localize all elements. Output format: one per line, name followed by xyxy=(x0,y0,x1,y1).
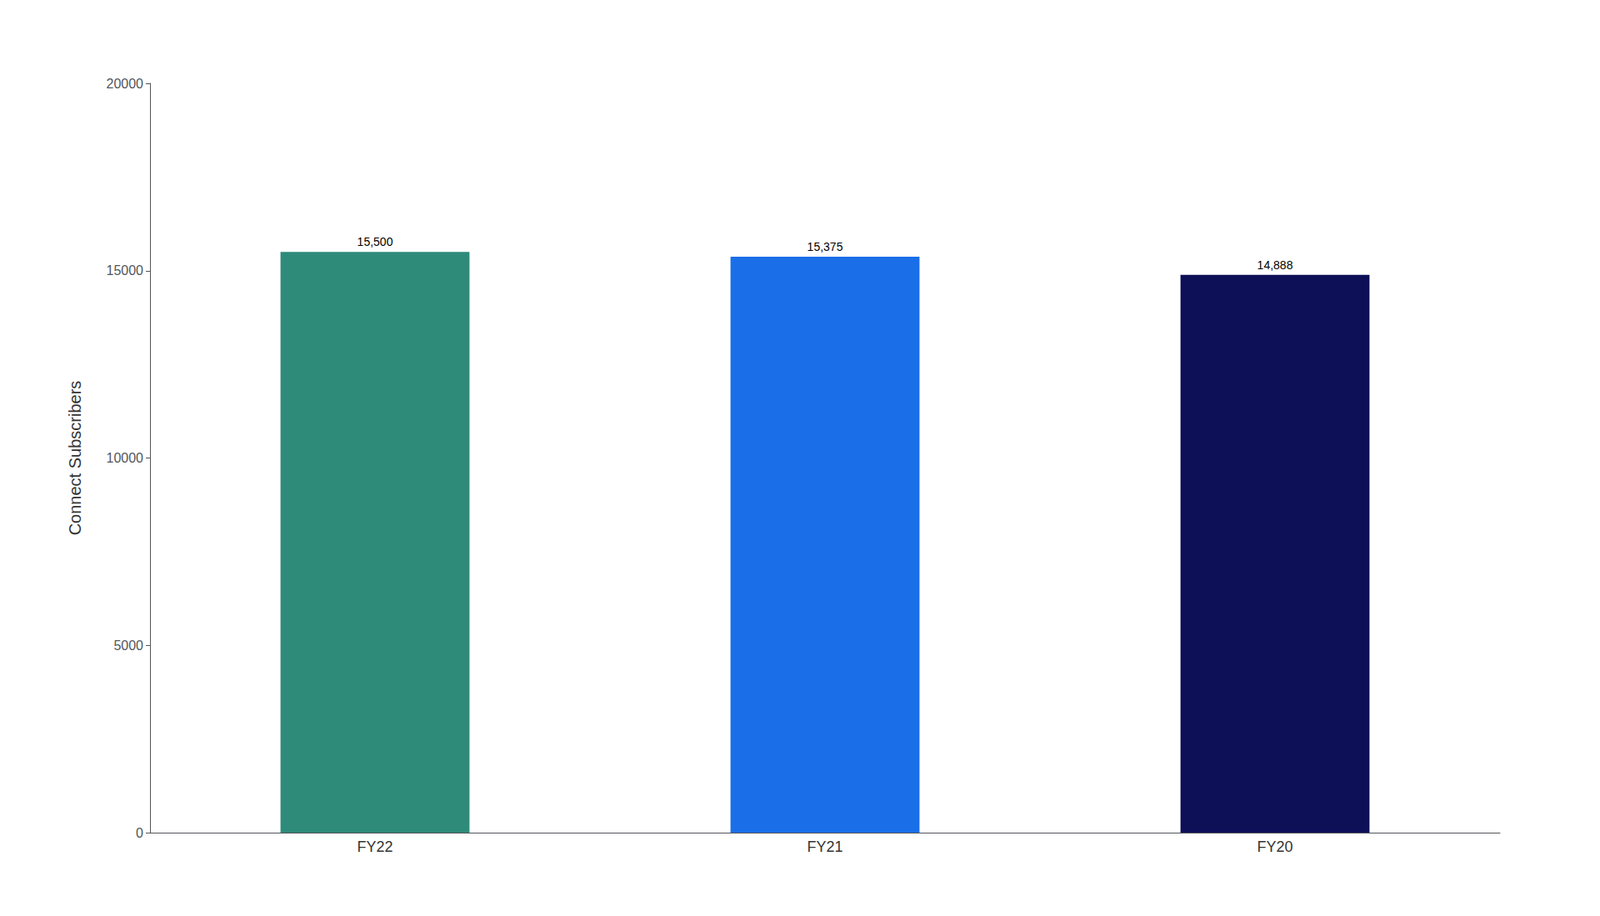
svg-text:0: 0 xyxy=(135,825,144,840)
svg-text:FY21: FY21 xyxy=(806,838,843,855)
svg-text:15,375: 15,375 xyxy=(807,240,844,254)
svg-text:5000: 5000 xyxy=(113,638,144,653)
svg-text:15,500: 15,500 xyxy=(357,235,394,249)
svg-text:14,888: 14,888 xyxy=(1257,258,1294,272)
svg-text:Connect Subscribers: Connect Subscribers xyxy=(65,380,85,536)
svg-text:FY20: FY20 xyxy=(1256,838,1293,855)
svg-text:15000: 15000 xyxy=(106,263,145,278)
svg-text:10000: 10000 xyxy=(106,450,145,465)
svg-text:FY22: FY22 xyxy=(356,838,393,855)
svg-text:20000: 20000 xyxy=(106,76,145,91)
